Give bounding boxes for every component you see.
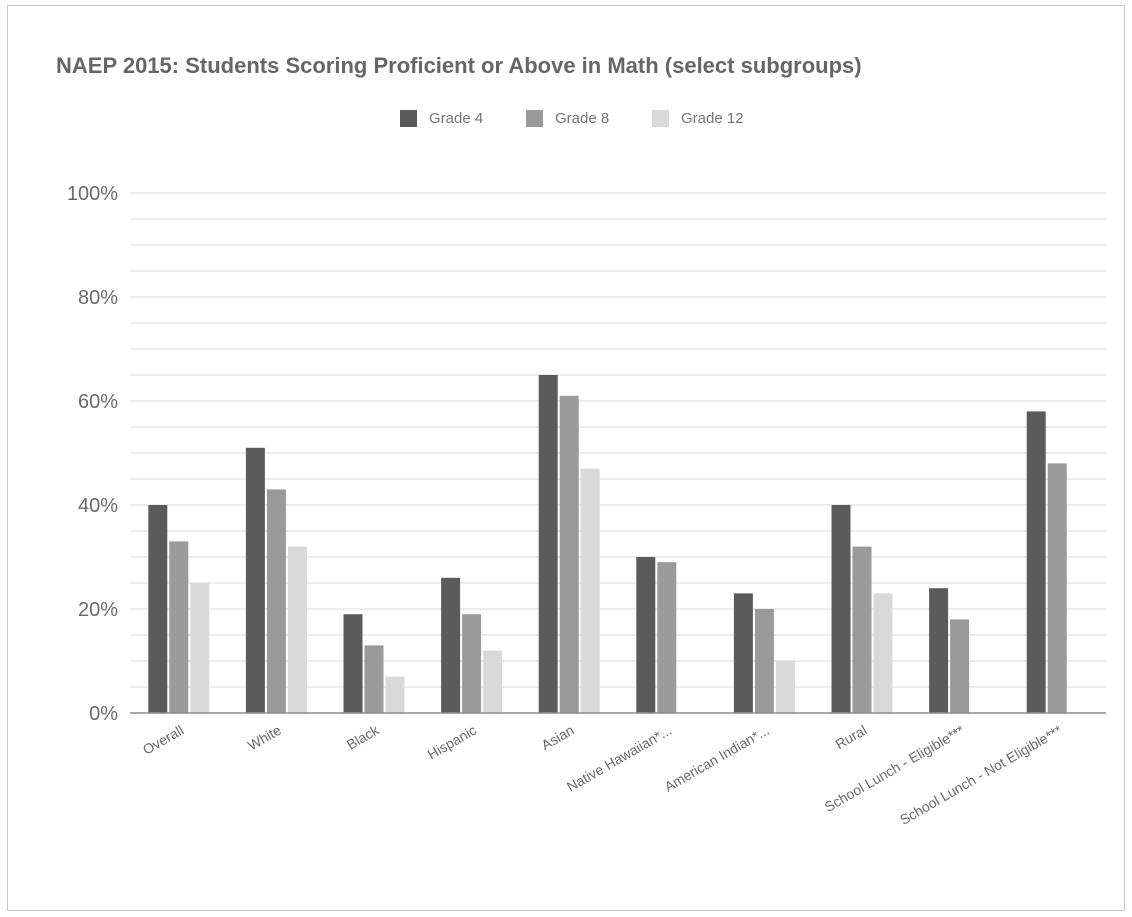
legend-item-grade-4: Grade 4 — [400, 104, 483, 132]
legend-swatch-grade-4 — [400, 109, 417, 127]
legend-label-grade-4: Grade 4 — [429, 109, 484, 127]
bar — [733, 593, 753, 713]
x-tick-label: White — [245, 722, 284, 754]
x-tick-label: Hispanic — [425, 722, 480, 763]
bar — [190, 583, 210, 713]
bar — [538, 375, 558, 713]
bar — [343, 614, 363, 713]
bar — [1047, 463, 1067, 713]
bar — [559, 395, 579, 713]
legend-item-grade-12: Grade 12 — [652, 104, 744, 132]
x-tick-label: Black — [344, 721, 383, 752]
bar — [266, 489, 286, 713]
chart-legend: Grade 4 Grade 8 Grade 12 — [0, 104, 1132, 132]
bar — [754, 609, 774, 713]
x-tick-label: Overall — [140, 722, 186, 758]
bar — [441, 577, 461, 713]
y-tick-label: 60% — [78, 391, 118, 413]
bar — [148, 505, 168, 713]
legend-swatch-grade-12 — [652, 109, 669, 127]
y-tick-label: 80% — [78, 287, 118, 309]
bar — [657, 562, 677, 713]
bar — [462, 614, 482, 713]
bar — [483, 650, 503, 713]
bar — [873, 593, 893, 713]
legend-label-grade-8: Grade 8 — [555, 109, 610, 127]
x-tick-label: Native Hawaiian*... — [564, 722, 674, 795]
bar — [169, 541, 189, 713]
chart-title: NAEP 2015: Students Scoring Proficient o… — [56, 53, 862, 78]
y-tick-label: 20% — [78, 599, 118, 621]
bar — [245, 447, 265, 713]
bar — [831, 505, 851, 713]
legend-label-grade-12: Grade 12 — [681, 109, 744, 127]
bar — [385, 676, 405, 713]
bar — [852, 546, 872, 713]
bar — [950, 619, 970, 713]
bar — [929, 588, 949, 713]
x-tick-label: Asian — [538, 722, 576, 753]
x-tick-label: American Indian*... — [661, 722, 771, 795]
x-tick-label: School Lunch - Not Eligible*** — [897, 721, 1065, 827]
y-tick-label: 100% — [67, 183, 118, 205]
legend-swatch-grade-8 — [526, 109, 543, 127]
bar — [287, 546, 307, 713]
bar — [364, 645, 384, 713]
bar — [1026, 411, 1046, 713]
x-tick-label: Rural — [833, 722, 870, 753]
y-tick-label: 40% — [78, 495, 118, 517]
y-tick-label: 0% — [89, 703, 118, 725]
legend-item-grade-8: Grade 8 — [526, 104, 609, 132]
bar — [775, 661, 795, 713]
bar — [636, 557, 656, 713]
bar — [580, 468, 600, 713]
